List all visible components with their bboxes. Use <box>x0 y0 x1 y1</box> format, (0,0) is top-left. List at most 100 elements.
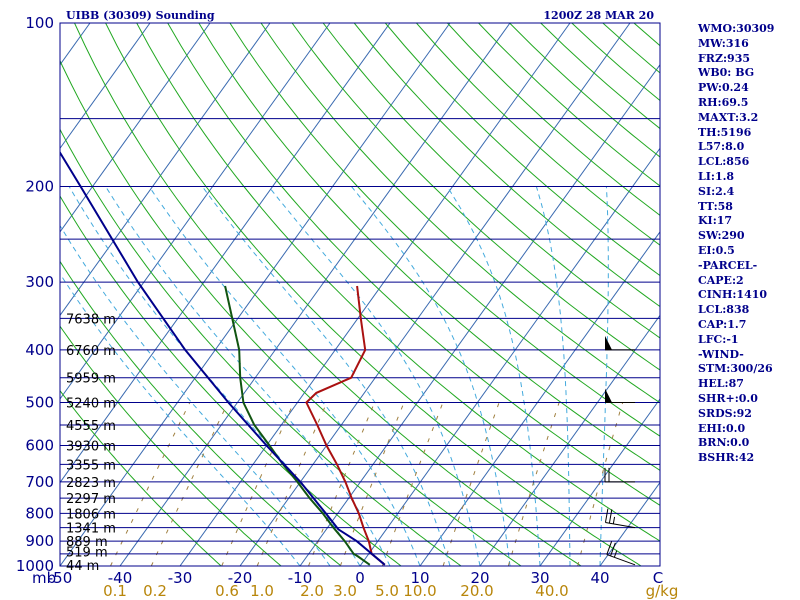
barb-pennant <box>605 388 612 403</box>
mixing-ratio-label: 20.0 <box>460 582 493 600</box>
stat-item: LI:1.8 <box>698 169 735 183</box>
stat-item: TT:58 <box>698 199 733 213</box>
isotherm-line <box>419 230 660 566</box>
pressure-tick-label: 1000 <box>16 557 54 575</box>
temperature-tick-label: -40 <box>108 569 133 587</box>
stat-item: PW:0.24 <box>698 81 749 95</box>
stat-item: FRZ:935 <box>698 51 751 65</box>
height-label: 889 m <box>66 535 108 550</box>
temperature-tick-label: -30 <box>168 569 193 587</box>
pressure-tick-label: 400 <box>25 341 54 359</box>
temperature-tick-label: 40 <box>590 569 609 587</box>
dewpoint-profile <box>224 285 371 566</box>
wind-barb <box>604 467 635 483</box>
barb-flag <box>606 541 613 555</box>
height-label: 5959 m <box>66 372 116 387</box>
isotherm-line <box>479 314 660 566</box>
stat-item: EHI:0.0 <box>698 421 746 435</box>
pressure-tick-label: 500 <box>25 394 54 412</box>
stat-item: CAPE:2 <box>698 273 744 287</box>
mixing-ratio-line <box>507 402 560 566</box>
barb-pennant <box>605 335 612 350</box>
stat-item: LCL:856 <box>698 155 750 169</box>
temperature-profile <box>305 285 386 566</box>
mixing-ratio-label: 40.0 <box>535 582 568 600</box>
mixing-ratio-unit: g/kg <box>646 582 679 600</box>
isotherm-line <box>60 23 391 484</box>
temperature-tick-label: -50 <box>48 569 73 587</box>
wind-barb <box>605 335 635 351</box>
isotherm-line <box>299 63 660 566</box>
stat-item: STM:300/26 <box>698 362 773 376</box>
pressure-tick-label: 300 <box>25 273 54 291</box>
stat-item: CINH:1410 <box>698 288 768 302</box>
wind-barb <box>605 388 635 404</box>
barb-flag <box>604 508 609 523</box>
barb-staff <box>606 554 636 566</box>
stat-item: EI:0.5 <box>698 243 735 257</box>
stat-item: TH:5196 <box>698 125 752 139</box>
pressure-tick-label: 800 <box>25 504 54 522</box>
height-label: 4555 m <box>66 419 116 434</box>
stat-item: SI:2.4 <box>698 184 735 198</box>
pressure-tick-label: 900 <box>25 532 54 550</box>
height-label: 1341 m <box>66 522 116 537</box>
stat-item: SHR+:0.0 <box>698 391 758 405</box>
mixing-ratio-label: 0.2 <box>143 582 167 600</box>
temperature-tick-label: -20 <box>228 569 253 587</box>
height-label: 6760 m <box>66 344 116 359</box>
temperature-tick-label: -10 <box>288 569 313 587</box>
parcel-trace <box>60 150 386 566</box>
stat-item: HEL:87 <box>698 377 744 391</box>
moist-adiabat <box>351 186 511 566</box>
mixing-ratio-line <box>442 402 500 566</box>
stat-item: WB0: BG <box>698 66 755 80</box>
mixing-ratio-label: 0.1 <box>103 582 127 600</box>
stats-panel: WMO:30309 MW:316 FRZ:935 WB0: BG PW:0.24 RH:6… <box>698 22 774 466</box>
mixing-ratio-label: 10.0 <box>403 582 436 600</box>
barb-staff <box>605 521 636 529</box>
mixing-ratio-label: 5.0 <box>375 582 399 600</box>
isotherm-line <box>60 23 151 150</box>
height-label: 2297 m <box>66 492 116 507</box>
wind-barb <box>606 541 636 566</box>
height-label: 3355 m <box>66 458 116 473</box>
isotherm-line <box>119 23 511 566</box>
stat-item: WMO:30309 <box>698 22 775 35</box>
chart-title: UIBB (30309) Sounding <box>66 9 215 22</box>
temperature-tick-label: 30 <box>530 569 549 587</box>
wind-barb <box>604 508 636 529</box>
plot-frame <box>59 22 661 567</box>
pressure-tick-label: 200 <box>25 177 54 195</box>
pressure-tick-label: 100 <box>25 14 54 32</box>
height-label: 2823 m <box>66 476 116 491</box>
isotherm-line <box>179 23 571 566</box>
height-label: 519 m <box>66 545 108 560</box>
barb-half-flag <box>612 516 616 524</box>
mixing-ratio-label: 0.6 <box>215 582 239 600</box>
isobars <box>60 22 660 567</box>
valid-time: 1200Z 28 MAR 20 <box>543 9 654 22</box>
isotherm-line <box>239 23 631 566</box>
height-label: 1806 m <box>66 507 116 522</box>
barb-flag <box>610 542 616 557</box>
stat-item: LFC:-1 <box>698 332 739 346</box>
mixing-ratio-label: 1.0 <box>250 582 274 600</box>
stat-item: KI:17 <box>698 214 733 228</box>
isotherm-line <box>60 23 211 233</box>
temperature-axis-label: C <box>653 569 663 587</box>
height-label: 3930 m <box>66 440 116 455</box>
stat-item: MAXT:3.2 <box>698 110 759 124</box>
stat-item: SRDS:92 <box>698 406 752 420</box>
stat-item: CAP:1.7 <box>698 317 747 331</box>
wind-barbs <box>604 335 636 566</box>
mixing-ratio-label: 3.0 <box>333 582 357 600</box>
isotherm-line <box>60 23 271 317</box>
height-label: 7638 m <box>66 312 116 327</box>
height-label: 5240 m <box>66 397 116 412</box>
stat-item: BRN:0.0 <box>698 436 750 450</box>
temperature-tick-label: 20 <box>470 569 489 587</box>
barb-flag <box>608 509 613 524</box>
